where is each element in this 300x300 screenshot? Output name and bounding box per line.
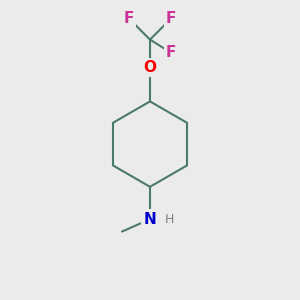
- Text: F: F: [166, 11, 176, 26]
- Text: F: F: [124, 11, 134, 26]
- Text: N: N: [144, 212, 156, 227]
- Text: O: O: [143, 60, 157, 75]
- Text: H: H: [164, 213, 174, 226]
- Text: F: F: [166, 45, 176, 60]
